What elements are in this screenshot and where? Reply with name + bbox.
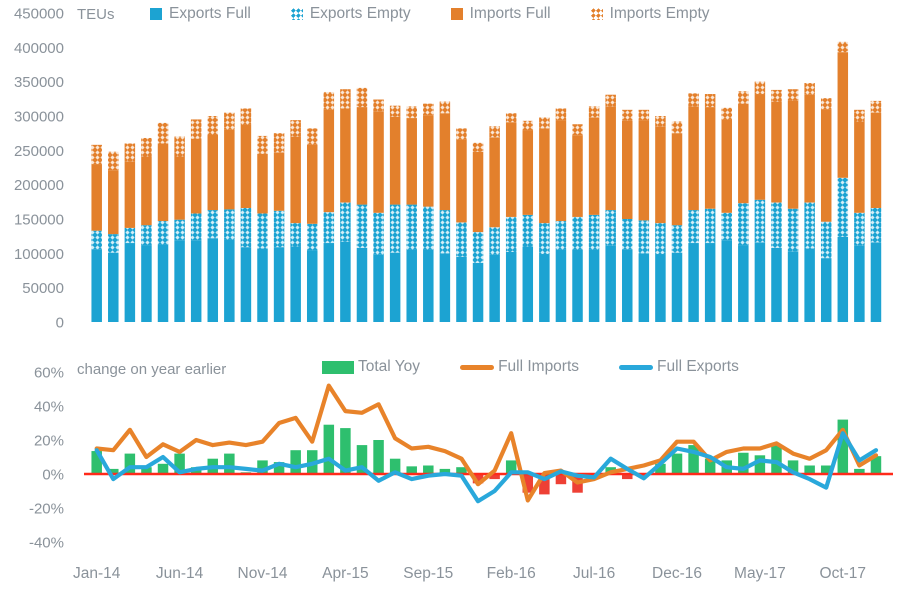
svg-text:50000: 50000 bbox=[22, 280, 64, 297]
exports-full-swatch-icon bbox=[150, 8, 162, 20]
legend-item-total-yoy: Total Yoy bbox=[322, 358, 420, 376]
legend-item-exports-full: Exports Full bbox=[150, 5, 251, 23]
legend-item-exports-empty: Exports Empty bbox=[291, 5, 411, 23]
svg-text:Feb-16: Feb-16 bbox=[487, 565, 536, 582]
svg-text:Nov-14: Nov-14 bbox=[238, 565, 288, 582]
full-imports-swatch-icon bbox=[460, 365, 494, 370]
svg-text:60%: 60% bbox=[34, 365, 64, 382]
svg-text:350000: 350000 bbox=[14, 74, 64, 91]
svg-text:100000: 100000 bbox=[14, 246, 64, 263]
legend-label: Exports Full bbox=[169, 5, 251, 23]
svg-text:Jan-14: Jan-14 bbox=[73, 565, 121, 582]
svg-text:0: 0 bbox=[56, 315, 64, 332]
legend-label: Imports Empty bbox=[610, 5, 710, 23]
legend-label: Full Exports bbox=[657, 358, 739, 376]
yoy-y-axis: 60% 40% 20% 0% -20% -40% bbox=[29, 365, 64, 552]
svg-text:150000: 150000 bbox=[14, 212, 64, 229]
legend-item-full-imports: Full Imports bbox=[460, 358, 579, 376]
full-exports-swatch-icon bbox=[619, 365, 653, 370]
teu-unit-label: TEUs bbox=[77, 6, 115, 23]
svg-text:200000: 200000 bbox=[14, 177, 64, 194]
exports-empty-swatch-icon bbox=[291, 8, 303, 20]
total-yoy-bars bbox=[91, 420, 881, 495]
imports-full-swatch-icon bbox=[451, 8, 463, 20]
svg-text:20%: 20% bbox=[34, 433, 64, 450]
svg-text:Sep-15: Sep-15 bbox=[403, 565, 453, 582]
svg-text:250000: 250000 bbox=[14, 143, 64, 160]
svg-text:-20%: -20% bbox=[29, 501, 64, 518]
svg-text:Apr-15: Apr-15 bbox=[322, 565, 369, 582]
total-yoy-swatch-icon bbox=[322, 361, 354, 374]
yoy-chart-title: change on year earlier bbox=[77, 361, 226, 378]
svg-text:400000: 400000 bbox=[14, 40, 64, 57]
imports-empty-swatch-icon bbox=[591, 8, 603, 20]
svg-text:Jun-14: Jun-14 bbox=[156, 565, 204, 582]
svg-text:450000: 450000 bbox=[14, 6, 64, 23]
legend-item-full-exports: Full Exports bbox=[619, 358, 739, 376]
legend-label: Imports Full bbox=[470, 5, 551, 23]
svg-text:Dec-16: Dec-16 bbox=[652, 565, 702, 582]
svg-text:0%: 0% bbox=[42, 467, 64, 484]
svg-text:May-17: May-17 bbox=[734, 565, 786, 582]
svg-text:40%: 40% bbox=[34, 399, 64, 416]
container-volume-charts: 450000 400000 350000 300000 250000 200000 1500… bbox=[0, 0, 901, 591]
svg-text:Oct-17: Oct-17 bbox=[820, 565, 867, 582]
top-legend: Exports Full Exports Empty Imports Full … bbox=[150, 5, 710, 23]
legend-item-imports-full: Imports Full bbox=[451, 5, 551, 23]
legend-label: Exports Empty bbox=[310, 5, 411, 23]
teu-stacked-bars bbox=[91, 42, 881, 322]
legend-label: Full Imports bbox=[498, 358, 579, 376]
legend-item-imports-empty: Imports Empty bbox=[591, 5, 710, 23]
svg-text:-40%: -40% bbox=[29, 535, 64, 552]
bottom-legend: Total Yoy Full Imports Full Exports bbox=[322, 358, 739, 376]
svg-text:300000: 300000 bbox=[14, 109, 64, 126]
svg-text:Jul-16: Jul-16 bbox=[573, 565, 615, 582]
legend-label: Total Yoy bbox=[358, 358, 420, 376]
x-axis-labels: Jan-14 Jun-14 Nov-14 Apr-15 Sep-15 Feb-16 Jul-… bbox=[73, 565, 866, 582]
teu-y-axis: 450000 400000 350000 300000 250000 200000 1500… bbox=[14, 6, 64, 332]
full-imports-line bbox=[97, 386, 876, 501]
